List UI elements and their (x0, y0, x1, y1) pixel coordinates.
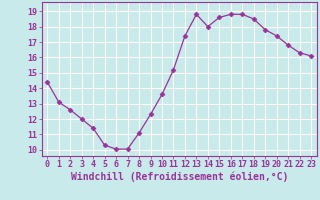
X-axis label: Windchill (Refroidissement éolien,°C): Windchill (Refroidissement éolien,°C) (70, 172, 288, 182)
